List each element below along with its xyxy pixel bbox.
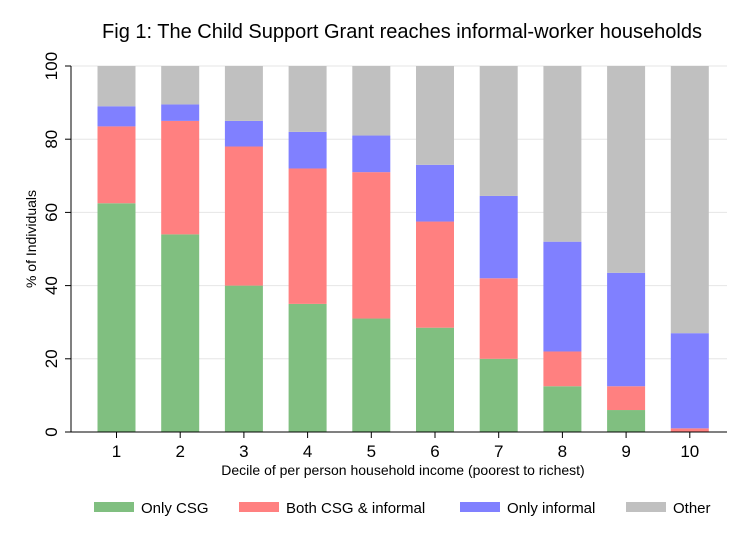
bar-segment: [416, 66, 454, 165]
x-tick-label: 9: [621, 442, 630, 461]
bar-segment: [670, 333, 709, 429]
bar-segment: [607, 272, 646, 387]
legend: Only CSG Both CSG & informal Only informal…: [94, 500, 711, 517]
bar-segment: [479, 195, 518, 279]
bar-segment: [479, 358, 518, 432]
bar-segment: [161, 120, 200, 235]
x-tick-label: 3: [239, 442, 248, 461]
bar-segment: [670, 428, 709, 432]
x-tick-label: 6: [430, 442, 439, 461]
x-axis-label: Decile of per person household income (p…: [221, 462, 584, 478]
x-tick-label: 4: [303, 442, 312, 461]
legend-label: Other: [673, 500, 711, 517]
bar-segment: [607, 386, 646, 411]
bar-segment: [161, 234, 200, 432]
bar-segment: [416, 164, 454, 222]
x-tick-label: 2: [175, 442, 184, 461]
bar-segment: [97, 66, 136, 107]
bar-segment: [670, 66, 709, 334]
y-tick-label: 60: [42, 203, 61, 222]
bars: [97, 66, 709, 432]
legend-swatch: [626, 502, 666, 512]
y-axis-label: % of Individuals: [23, 190, 39, 288]
legend-item: Only informal: [460, 500, 595, 517]
bar-segment: [224, 285, 263, 432]
legend-swatch: [460, 502, 500, 512]
bar-segment: [97, 126, 136, 204]
legend-label: Both CSG & informal: [286, 500, 425, 517]
bar-segment: [416, 221, 454, 328]
x-tick-label: 1: [112, 442, 121, 461]
bar-segment: [479, 66, 518, 196]
x-tick-label: 7: [494, 442, 503, 461]
legend-item: Both CSG & informal: [239, 500, 425, 517]
x-tick-label: 8: [558, 442, 567, 461]
bar-segment: [161, 104, 200, 121]
legend-swatch: [94, 502, 134, 512]
bar-segment: [543, 66, 582, 242]
bar-segment: [543, 351, 582, 387]
bar-segment: [288, 168, 327, 304]
bar-segment: [352, 318, 391, 432]
bar-segment: [224, 146, 263, 286]
x-tick-label: 10: [680, 442, 699, 461]
y-tick-label: 80: [42, 130, 61, 149]
legend-item: Other: [626, 500, 711, 517]
bar-segment: [607, 66, 646, 273]
bar-segment: [288, 131, 327, 169]
bar-segment: [479, 278, 518, 359]
bar-segment: [224, 66, 263, 121]
bar-segment: [416, 327, 454, 432]
y-tick-label: 100: [42, 52, 61, 80]
legend-item: Only CSG: [94, 500, 209, 517]
legend-label: Only informal: [507, 500, 595, 517]
y-tick-label: 40: [42, 276, 61, 295]
axes: 0 20 40 60 80 100 1 2 3 4 5 6 7 8 9 10: [42, 52, 727, 461]
y-tick-label: 20: [42, 349, 61, 368]
chart-title: Fig 1: The Child Support Grant reaches i…: [102, 21, 702, 43]
bar-segment: [161, 66, 200, 105]
legend-label: Only CSG: [141, 500, 209, 517]
bar-segment: [607, 410, 646, 432]
bar-segment: [543, 386, 582, 432]
bar-segment: [352, 66, 391, 136]
bar-segment: [543, 241, 582, 352]
y-tick-label: 0: [42, 427, 61, 436]
bar-segment: [97, 106, 136, 127]
bar-segment: [97, 203, 136, 432]
legend-swatch: [239, 502, 279, 512]
bar-segment: [288, 66, 327, 132]
bar-segment: [288, 303, 327, 432]
x-tick-label: 5: [367, 442, 376, 461]
bar-segment: [352, 135, 391, 173]
bar-segment: [224, 120, 263, 147]
bar-segment: [352, 172, 391, 319]
